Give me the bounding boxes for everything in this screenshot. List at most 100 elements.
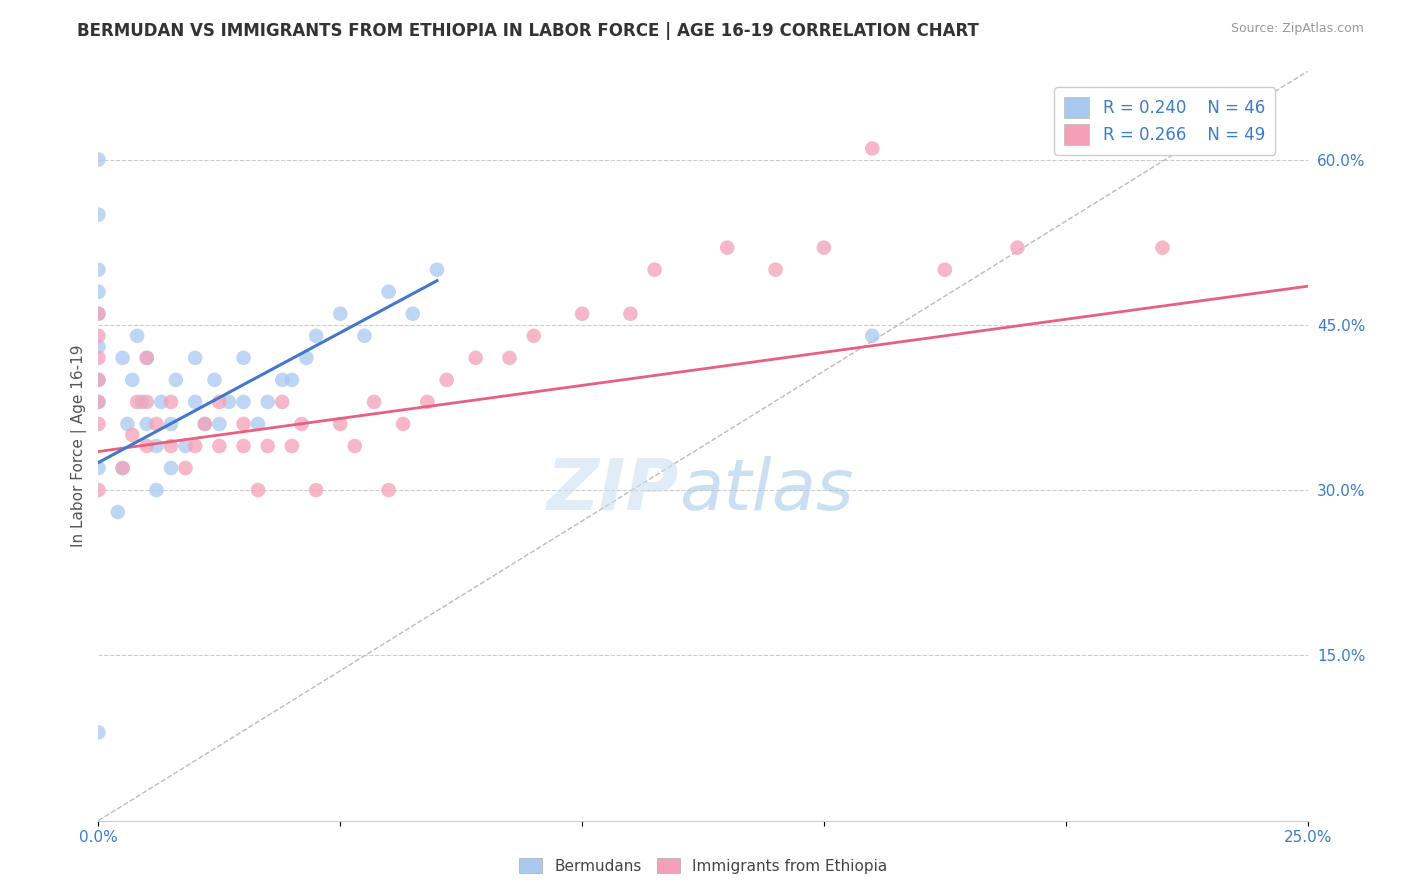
Point [131, 395, 153, 409]
Point [392, 417, 415, 431]
Point [87, 208, 110, 222]
Point [208, 417, 231, 431]
Point [135, 351, 157, 365]
Point [87, 328, 110, 343]
Point [111, 351, 134, 365]
Point [87, 307, 110, 321]
Point [87, 340, 110, 354]
Point [247, 417, 270, 431]
Point [87, 483, 110, 497]
Point [402, 307, 425, 321]
Point [165, 373, 187, 387]
Point [107, 505, 129, 519]
Point [1152, 241, 1174, 255]
Point [135, 417, 157, 431]
Point [135, 395, 157, 409]
Point [716, 241, 738, 255]
Point [208, 439, 231, 453]
Text: ZIP: ZIP [547, 457, 679, 525]
Point [571, 307, 593, 321]
Point [436, 373, 458, 387]
Point [290, 417, 312, 431]
Point [160, 395, 183, 409]
Point [150, 395, 173, 409]
Point [121, 428, 143, 442]
Point [194, 417, 217, 431]
Point [184, 351, 207, 365]
Point [87, 373, 110, 387]
Point [87, 461, 110, 475]
Point [145, 439, 167, 453]
Point [204, 373, 226, 387]
Point [194, 417, 217, 431]
Point [464, 351, 486, 365]
Point [87, 417, 110, 431]
Point [145, 483, 167, 497]
Point [160, 417, 183, 431]
Point [1007, 241, 1029, 255]
Point [174, 439, 197, 453]
Point [353, 328, 375, 343]
Point [416, 395, 439, 409]
Point [87, 373, 110, 387]
Point [111, 461, 134, 475]
Point [127, 395, 149, 409]
Legend: R = 0.240    N = 46, R = 0.266    N = 49: R = 0.240 N = 46, R = 0.266 N = 49 [1054, 87, 1275, 154]
Point [934, 262, 956, 277]
Point [256, 439, 278, 453]
Point [619, 307, 641, 321]
Point [232, 351, 254, 365]
Point [160, 461, 183, 475]
Point [860, 141, 883, 155]
Point [87, 285, 110, 299]
Point [813, 241, 835, 255]
Point [295, 351, 318, 365]
Point [160, 439, 183, 453]
Point [87, 262, 110, 277]
Point [232, 395, 254, 409]
Point [281, 439, 304, 453]
Point [426, 262, 449, 277]
Point [860, 328, 883, 343]
Point [232, 417, 254, 431]
Point [271, 395, 294, 409]
Point [329, 307, 352, 321]
Point [498, 351, 520, 365]
Point [281, 373, 304, 387]
Point [87, 351, 110, 365]
Point [127, 328, 149, 343]
Text: BERMUDAN VS IMMIGRANTS FROM ETHIOPIA IN LABOR FORCE | AGE 16-19 CORRELATION CHAR: BERMUDAN VS IMMIGRANTS FROM ETHIOPIA IN … [77, 22, 979, 40]
Text: Source: ZipAtlas.com: Source: ZipAtlas.com [1230, 22, 1364, 36]
Point [218, 395, 240, 409]
Point [87, 395, 110, 409]
Point [247, 483, 270, 497]
Point [117, 417, 139, 431]
Point [377, 285, 399, 299]
Point [208, 395, 231, 409]
Point [271, 373, 294, 387]
Point [87, 307, 110, 321]
Point [184, 439, 207, 453]
Point [523, 328, 546, 343]
Point [145, 417, 167, 431]
Point [305, 328, 328, 343]
Point [121, 373, 143, 387]
Point [111, 461, 134, 475]
Point [87, 725, 110, 739]
Point [256, 395, 278, 409]
Point [765, 262, 787, 277]
Text: atlas: atlas [679, 457, 853, 525]
Point [305, 483, 328, 497]
Point [184, 395, 207, 409]
Point [232, 439, 254, 453]
Legend: Bermudans, Immigrants from Ethiopia: Bermudans, Immigrants from Ethiopia [513, 852, 893, 880]
Point [329, 417, 352, 431]
Point [644, 262, 666, 277]
Point [135, 351, 157, 365]
Point [377, 483, 399, 497]
Y-axis label: In Labor Force | Age 16-19: In Labor Force | Age 16-19 [72, 344, 87, 548]
Point [87, 395, 110, 409]
Point [343, 439, 366, 453]
Point [363, 395, 385, 409]
Point [174, 461, 197, 475]
